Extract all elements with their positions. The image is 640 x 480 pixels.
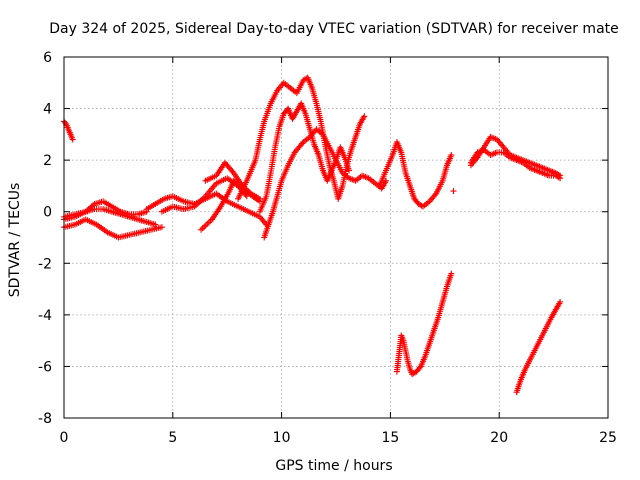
data-point — [62, 119, 69, 126]
y-tick-label: -2 — [38, 256, 52, 272]
data-points — [61, 74, 564, 396]
y-tick-label: 0 — [43, 205, 52, 221]
data-point — [346, 167, 353, 174]
data-point — [69, 136, 76, 143]
y-tick-label: -4 — [38, 308, 52, 324]
data-point — [243, 193, 250, 200]
plot-frame — [63, 56, 609, 419]
y-axis-label: SDTVAR / TECUs — [7, 183, 23, 298]
x-tick-label: 15 — [381, 430, 399, 446]
data-point — [256, 195, 263, 202]
data-point — [152, 221, 159, 228]
data-point — [416, 364, 423, 371]
x-tick-label: 10 — [273, 430, 291, 446]
data-point — [448, 151, 455, 158]
data-point — [158, 224, 165, 231]
data-point — [361, 113, 368, 120]
y-tick-label: 2 — [43, 153, 52, 169]
y-tick-label: -6 — [38, 359, 52, 375]
x-tick-label: 20 — [490, 430, 508, 446]
data-point — [557, 175, 564, 182]
data-point — [557, 298, 564, 305]
chart-title: Day 324 of 2025, Sidereal Day-to-day VTE… — [49, 21, 619, 37]
x-tick-label: 5 — [168, 430, 177, 446]
x-tick-label: 0 — [60, 430, 69, 446]
x-tick-label: 25 — [599, 430, 617, 446]
y-tick-label: -8 — [38, 411, 52, 427]
axis-ticks: 0 5 10 15 20 25 -8 -6 -4 -2 0 2 4 6 — [38, 50, 617, 446]
y-tick-label: 6 — [43, 50, 52, 66]
data-point — [383, 177, 390, 184]
data-point — [450, 188, 457, 195]
x-axis-label: GPS time / hours — [275, 458, 392, 474]
y-tick-label: 4 — [43, 102, 52, 118]
data-point — [448, 270, 455, 277]
